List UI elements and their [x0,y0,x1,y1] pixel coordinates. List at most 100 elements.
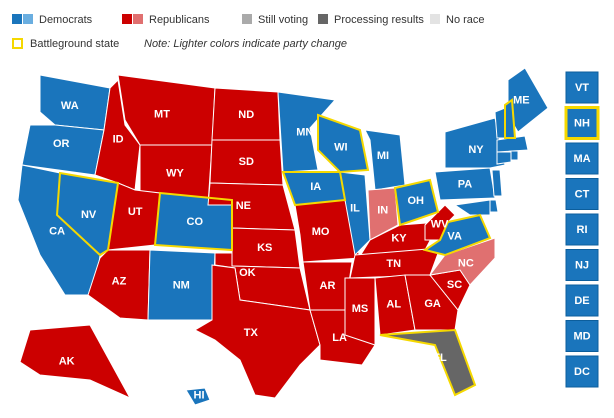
state-label: IA [310,181,321,193]
state-label: AR [320,280,336,292]
battleground-outline [379,328,477,397]
state [453,199,491,216]
state-label: VA [447,231,462,243]
legend-label: Still voting [258,14,308,26]
state [444,117,506,169]
state-label: LA [332,332,347,344]
legend-label: Battleground state [30,38,119,50]
legend-label: Republicans [149,14,210,26]
legend-swatch [12,14,22,24]
legend-swatch [133,14,143,24]
battleground-outline [55,171,120,257]
state-label: GA [424,298,441,310]
state [491,169,503,197]
state-box [565,178,599,210]
state [367,187,399,241]
state [434,167,496,201]
state-label: ID [113,133,124,145]
state-label: MS [352,303,369,315]
state-label: OR [53,138,70,150]
state-label: ME [513,95,530,107]
state-label: NV [81,209,97,221]
state-label: SD [239,156,254,168]
legend-swatch [318,14,328,24]
battleground-outline [317,113,370,174]
state-label: WV [431,218,449,230]
state-label: CT [575,188,590,200]
state-label: CO [187,216,204,228]
state-box [565,249,599,281]
legend-swatch [430,14,440,24]
state-label: NC [458,257,474,269]
state-label: AK [59,356,75,368]
battleground-outline [393,178,440,227]
state-label: FL [433,352,447,364]
state-label: MI [377,150,389,162]
state-label: NY [468,144,484,156]
state [494,107,506,139]
legend-label: Processing results [334,14,424,26]
state-box [565,355,599,388]
state [344,277,376,346]
state-box [565,284,599,317]
state-label: HI [194,390,205,402]
state [364,129,406,191]
state-label: MN [296,126,313,138]
battleground-outline [504,98,517,139]
state-box [564,106,600,140]
legend-label: Democrats [39,14,93,26]
state-label: NJ [575,259,589,271]
state-label: WA [61,100,79,112]
state-label: MA [573,153,590,165]
battleground-outline [281,171,347,207]
state-label: UT [128,206,143,218]
state-label: TX [244,327,259,339]
state-label: MT [154,109,170,121]
state-label: MO [312,226,330,238]
state [496,151,512,165]
state-label: NH [574,117,590,129]
state-box [565,71,599,104]
legend-swatch [23,14,33,24]
state-label: DC [574,366,590,378]
legend-label: No race [446,14,485,26]
state-label: KY [391,233,407,245]
state-box [565,213,599,246]
state-label: KS [257,242,272,254]
state-label: NE [236,200,251,212]
state-label: AZ [112,276,127,288]
state [379,329,476,396]
state-label: CA [49,226,65,238]
state-label: PA [458,178,473,190]
state-box [565,142,599,175]
state [19,324,132,400]
state-box [565,320,599,352]
state [489,199,499,213]
note: Note: Lighter colors indicate party chan… [144,38,347,50]
battleground-outline [422,213,492,257]
legend-swatch [12,38,23,49]
state-label: DE [574,295,589,307]
state-label: RI [577,224,588,236]
state-label: WI [334,141,347,153]
state-label: VT [575,82,589,94]
state-label: MD [573,330,590,342]
state [185,387,211,406]
state-label: SC [447,279,462,291]
legend-swatch [242,14,252,24]
battleground-outline [153,191,233,252]
state-label: OH [408,195,425,207]
state-label: OK [239,267,256,279]
state-label: IL [350,202,360,214]
state [404,274,459,331]
state-label: ND [238,109,254,121]
state [277,91,336,173]
state-label: NM [173,280,190,292]
state [510,150,519,161]
state [193,264,321,399]
state-label: TN [386,258,401,270]
legend-swatch [122,14,132,24]
state-label: IN [377,205,388,217]
state-label: AL [386,298,401,310]
